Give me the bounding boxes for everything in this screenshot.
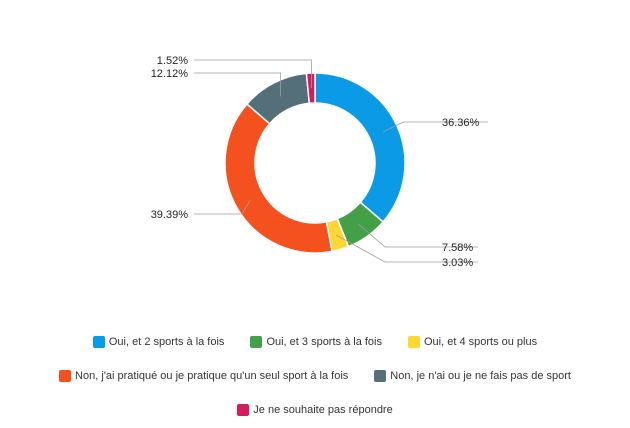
donut-slice[interactable]	[224, 103, 333, 254]
data-label: 39.39%	[151, 209, 189, 221]
data-label: 12.12%	[151, 68, 189, 80]
leader-line	[194, 72, 282, 97]
legend-item[interactable]: Je ne souhaite pas répondre	[237, 404, 393, 416]
data-label: 1.52%	[157, 55, 188, 67]
legend-item[interactable]: Oui, et 4 sports ou plus	[408, 336, 537, 348]
legend-label: Je ne souhaite pas répondre	[253, 404, 393, 416]
data-label: 3.03%	[442, 257, 473, 269]
leader-line	[194, 200, 251, 215]
legend-label: Non, j'ai pratiqué ou je pratique qu'un …	[75, 370, 349, 382]
legend-label: Non, je n'ai ou je ne fais pas de sport	[390, 370, 571, 382]
legend-swatch	[374, 370, 387, 382]
legend-swatch	[59, 370, 72, 382]
donut-slice[interactable]	[314, 72, 406, 223]
legend-swatch	[92, 336, 105, 348]
data-label: 36.36%	[442, 117, 480, 129]
legend-swatch	[408, 336, 420, 348]
legend-label: Oui, et 3 sports à la fois	[266, 336, 382, 348]
legend-label: Oui, et 2 sports à la fois	[108, 336, 225, 348]
leader-line	[383, 121, 488, 133]
legend-row-1: Oui, et 2 sports à la fois Oui, et 3 spo…	[0, 336, 630, 348]
legend-label: Oui, et 4 sports ou plus	[424, 336, 538, 348]
legend-row-2: Non, j'ai pratiqué ou je pratique qu'un …	[0, 370, 630, 382]
legend-swatch	[237, 404, 250, 416]
leader-line	[335, 234, 478, 263]
leader-line	[358, 223, 478, 248]
legend-item[interactable]: Non, je n'ai ou je ne fais pas de sport	[374, 370, 571, 382]
legend-item[interactable]: Oui, et 3 sports à la fois	[250, 336, 382, 348]
donut-slice[interactable]	[305, 72, 316, 105]
legend-swatch	[250, 336, 263, 348]
data-label: 7.58%	[442, 242, 473, 254]
legend-item[interactable]: Oui, et 2 sports à la fois	[92, 336, 225, 348]
legend-item[interactable]: Non, j'ai pratiqué ou je pratique qu'un …	[59, 370, 348, 382]
legend-row-3: Je ne souhaite pas répondre	[0, 404, 630, 416]
leader-line	[194, 59, 312, 89]
